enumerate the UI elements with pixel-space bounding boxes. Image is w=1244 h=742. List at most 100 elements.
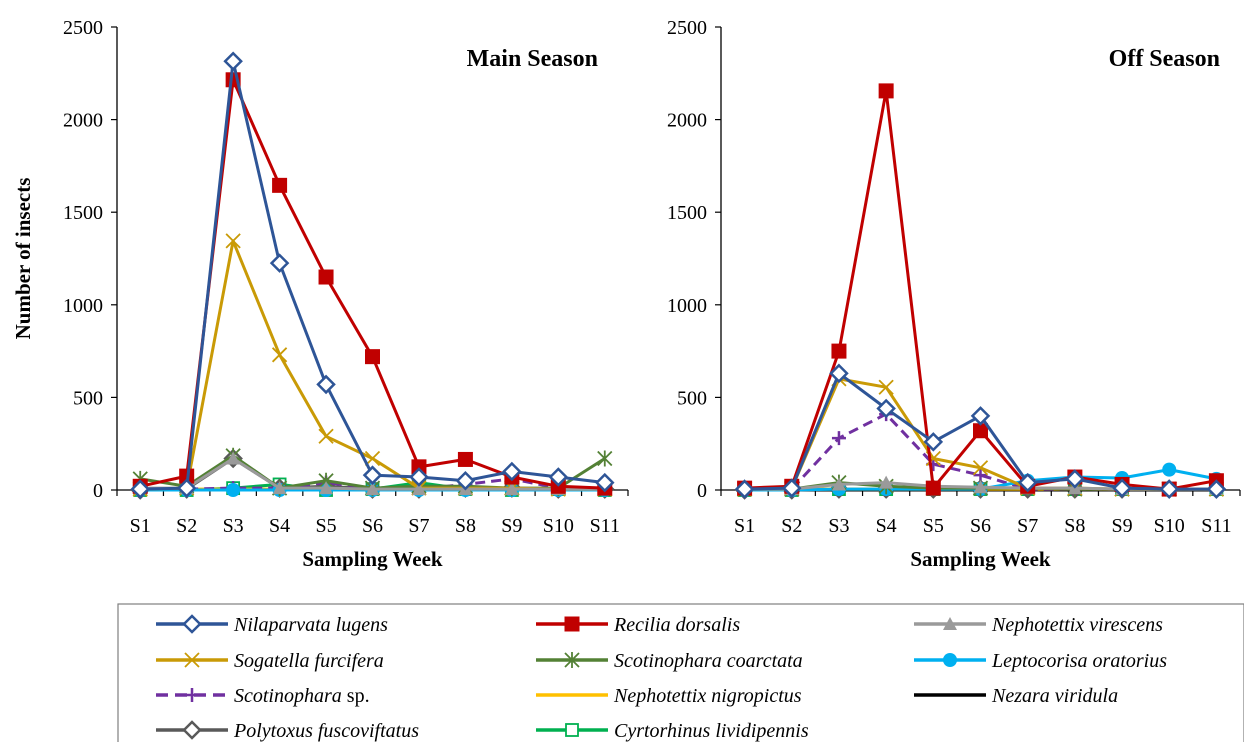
legend-swatch-marker — [565, 723, 579, 737]
data-point — [272, 177, 288, 193]
data-point — [595, 472, 615, 493]
data-point — [269, 253, 290, 273]
data-point — [970, 406, 991, 426]
data-point — [1017, 472, 1038, 493]
x-tick-label: S9 — [501, 515, 522, 537]
data-point — [272, 481, 287, 495]
data-point — [878, 379, 894, 395]
y-tick-label: 500 — [677, 387, 707, 409]
data-point — [734, 479, 755, 499]
data-point — [925, 480, 941, 496]
off-season-panel: 0 500 1000 1500 2000 2500 S1 S2 S3 S4 S5 S6 S7 S8 S9 S1… — [667, 17, 1241, 571]
x-axis-title: Sampling Week — [302, 547, 443, 571]
data-point — [225, 233, 241, 249]
x-tick-label: S2 — [176, 515, 197, 537]
legend-label: Cyrtorhinus lividipennis — [614, 720, 809, 742]
legend-item-scotinophara-sp: Scotinophara sp. — [156, 685, 370, 707]
y-tick-label: 0 — [93, 480, 103, 502]
panel-title: Off Season — [1109, 46, 1220, 72]
data-point — [878, 83, 894, 99]
legend-swatch-marker — [185, 688, 199, 702]
x-tick-label: S11 — [590, 515, 620, 537]
y-tick-label: 2500 — [63, 17, 103, 39]
legend-swatch-marker — [182, 614, 202, 634]
legend-item-nephotettix-nigropictus: Nephotettix nigropictus — [536, 685, 802, 707]
data-point — [829, 363, 849, 384]
data-point — [923, 432, 944, 452]
legend-item-polytoxus-fuscoviftatus: Polytoxus fuscoviftatus — [156, 720, 419, 742]
series-recilia-dorsalis — [132, 72, 613, 496]
legend-label: Nephotettix virescens — [991, 614, 1163, 636]
x-tick-label: S5 — [315, 515, 336, 537]
data-point — [316, 374, 336, 395]
data-point — [223, 51, 243, 72]
data-point — [1162, 462, 1177, 477]
x-tick-label: S7 — [408, 515, 429, 537]
data-point — [318, 269, 334, 285]
x-tick-label: S2 — [781, 515, 802, 537]
data-point — [876, 398, 896, 419]
y-tick-label: 0 — [697, 480, 707, 502]
data-point — [973, 480, 988, 494]
series-line — [140, 59, 605, 491]
data-point — [226, 483, 241, 497]
data-point — [455, 470, 476, 491]
panel-title: Main Season — [467, 46, 598, 72]
data-point — [597, 450, 613, 467]
legend-label: Recilia dorsalis — [613, 614, 740, 636]
x-tick-label: S9 — [1111, 515, 1132, 537]
legend-label: Nilaparvata lugens — [233, 614, 388, 636]
legend-item-scotinophara-coarctata: Scotinophara coarctata — [536, 650, 803, 672]
x-tick-label: S11 — [1201, 515, 1231, 537]
y-tick-label: 500 — [73, 387, 103, 409]
data-point — [831, 477, 846, 491]
x-tick-label: S8 — [1064, 515, 1085, 537]
legend: Nilaparvata lugens Recilia dorsalis Nephot… — [117, 603, 1244, 742]
data-point — [318, 428, 334, 444]
y-tick-label: 1500 — [63, 202, 103, 224]
series-sogatella-furcifera — [132, 233, 613, 497]
data-point — [504, 482, 519, 496]
y-axis-title: Number of insects — [11, 178, 35, 340]
legend-label: Sogatella furcifera — [234, 650, 384, 672]
legend-swatch-marker — [943, 617, 957, 630]
x-tick-label: S3 — [828, 515, 849, 537]
legend-label: Nezara viridula — [991, 685, 1118, 707]
x-tick-label: S3 — [223, 515, 244, 537]
series-nilaparvata-lugens — [130, 51, 615, 499]
data-point — [130, 479, 150, 499]
data-point — [831, 343, 847, 359]
y-tick-label: 1500 — [667, 202, 707, 224]
legend-label: Scotinophara coarctata — [614, 650, 803, 672]
x-tick-label: S7 — [1017, 515, 1038, 537]
x-tick-label: S6 — [970, 515, 991, 537]
legend-swatch-marker — [182, 720, 202, 740]
legend-label: Polytoxus fuscoviftatus — [233, 720, 419, 742]
legend-item-nephotettix-virescens: Nephotettix virescens — [914, 614, 1163, 636]
data-point — [973, 423, 988, 439]
data-point — [176, 478, 197, 498]
x-tick-label: S4 — [876, 515, 897, 537]
data-point — [548, 467, 569, 487]
x-tick-label: S4 — [269, 515, 290, 537]
y-tick-label: 2500 — [667, 17, 707, 39]
legend-item-recilia-dorsalis: Recilia dorsalis — [536, 614, 740, 636]
x-tick-label: S8 — [455, 515, 476, 537]
data-point — [502, 461, 522, 482]
legend-border — [117, 603, 1244, 742]
x-tick-label: S10 — [543, 515, 574, 537]
legend-swatch-marker — [564, 652, 580, 668]
data-point — [831, 431, 846, 446]
legend-swatch-marker — [184, 652, 200, 668]
y-tick-label: 1000 — [667, 295, 707, 317]
series-recilia-dorsalis — [737, 83, 1224, 497]
data-point — [972, 460, 989, 476]
legend-item-leptocorisa-oratorius: Leptocorisa oratorius — [914, 650, 1167, 672]
data-point — [409, 467, 429, 487]
legend-label: Scotinophara sp. — [234, 685, 370, 707]
data-point — [271, 347, 288, 363]
data-point — [411, 482, 426, 496]
x-tick-label: S1 — [130, 515, 151, 537]
data-point — [1065, 469, 1085, 489]
